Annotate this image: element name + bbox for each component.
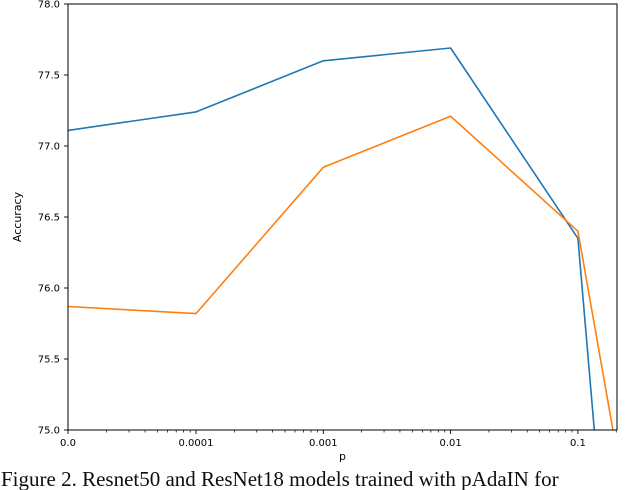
x-tick-label: 0.0 [60,438,76,449]
x-axis-label: p [339,450,346,463]
series-orange-line [68,115,614,430]
x-tick-label: 0.1 [570,438,586,449]
x-tick-label: 0.001 [309,438,338,449]
x-tick-label: 0.0001 [179,438,214,449]
y-tick-label: 77.5 [38,71,60,82]
y-tick-label: 75.0 [38,426,60,437]
y-tick-label: 78.0 [38,0,60,11]
chart-svg: 0.0 0.0001 0.001 0.01 0.1 75.0 75.5 76.0 76.5 77.… [11,0,618,463]
y-tick-label: 76.0 [38,284,60,295]
figure-caption: Figure 2. Resnet50 and ResNet18 models t… [1,467,559,490]
y-tick-label: 76.5 [38,213,60,224]
y-tick-label: 75.5 [38,355,60,366]
plot-border [67,3,618,431]
y-tick-label: 77.0 [38,142,60,153]
x-tick-label: 0.01 [439,438,461,449]
series-blue-line [68,47,596,430]
y-axis-label: Accuracy [11,191,24,242]
